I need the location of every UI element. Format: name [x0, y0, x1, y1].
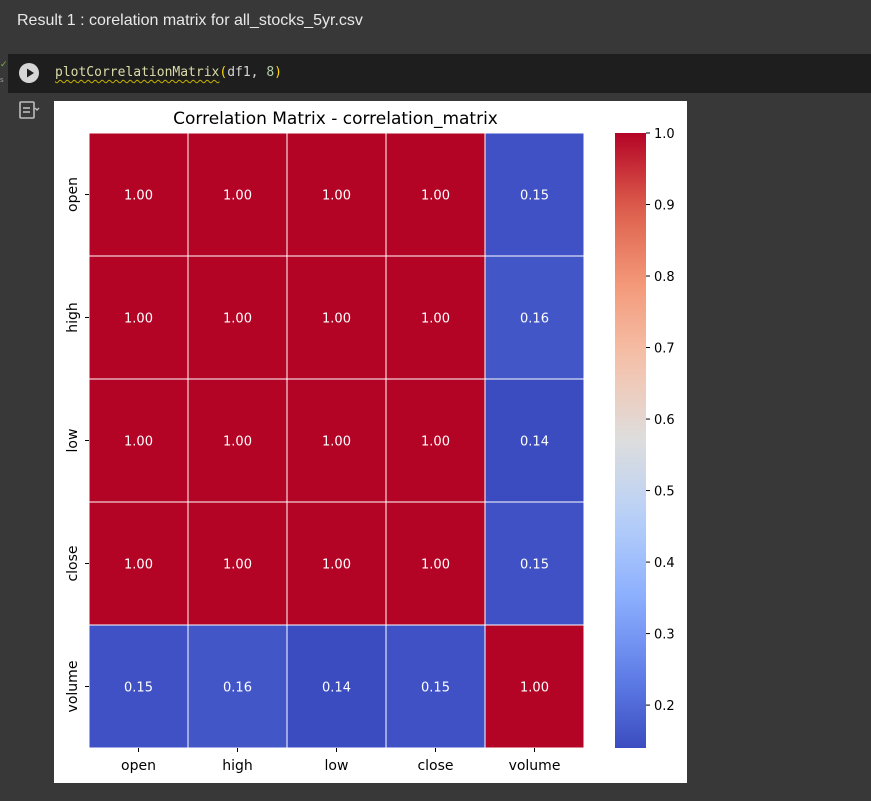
heatmap-cell	[385, 255, 486, 380]
code-arg-df: df1,	[227, 65, 267, 80]
cell-value-label: 1.00	[421, 189, 450, 204]
cell-value-label: 1.00	[520, 681, 549, 696]
cell-gutter	[0, 54, 8, 93]
check-icon: ✓	[0, 60, 8, 70]
cell-value-label: 0.15	[124, 681, 153, 696]
heatmap-cell	[88, 501, 189, 626]
x-tick-label: low	[325, 758, 349, 774]
cell-value-label: 0.15	[520, 558, 549, 573]
code-line[interactable]: plotCorrelationMatrix(df1, 8)	[55, 65, 282, 80]
x-tick-label: open	[121, 758, 156, 774]
colorbar-tick-label: 0.7	[654, 342, 675, 357]
cell-value-label: 1.00	[223, 558, 252, 573]
x-tick-label: high	[222, 758, 253, 774]
heatmap-cell	[385, 378, 486, 503]
colorbar-tick-label: 0.4	[654, 556, 675, 571]
heatmap-cell	[286, 132, 387, 257]
heatmap-cell	[187, 378, 288, 503]
heatmap-cell	[286, 501, 387, 626]
result-header: Result 1 : corelation matrix for all_sto…	[0, 0, 871, 52]
y-tick-label: close	[65, 545, 81, 581]
y-tick-label: open	[65, 177, 81, 212]
colorbar-tick-label: 1.0	[654, 127, 675, 142]
heatmap-figure: Correlation Matrix - correlation_matrix …	[54, 101, 687, 783]
cell-value-label: 1.00	[421, 312, 450, 327]
heatmap-cell	[286, 255, 387, 380]
code-paren-close: )	[274, 65, 282, 80]
cell-value-label: 1.00	[223, 189, 252, 204]
cell-value-label: 1.00	[322, 189, 351, 204]
x-tick-label: volume	[509, 758, 561, 774]
colorbar-tick-label: 0.9	[654, 199, 675, 214]
heatmap-cell	[187, 132, 288, 257]
cell-value-label: 1.00	[124, 558, 153, 573]
cell-value-label: 0.16	[223, 681, 252, 696]
colorbar-tick-label: 0.8	[654, 270, 675, 285]
colorbar	[615, 133, 646, 748]
x-tick-label: close	[417, 758, 453, 774]
code-paren-open: (	[219, 65, 228, 80]
cell-value-label: 1.00	[124, 435, 153, 450]
cell-value-label: 1.00	[223, 312, 252, 327]
heatmap-cell	[385, 624, 486, 749]
colorbar-tick-label: 0.5	[654, 485, 675, 500]
heatmap-cell	[88, 255, 189, 380]
heatmap-chart: 1.00 1.00 1.00 1.00 0.15 1.00 1.00 1.00 1.00 0.16…	[65, 127, 675, 774]
heatmap-cell	[484, 624, 585, 749]
code-function-name: plotCorrelationMatrix	[55, 65, 220, 80]
cell-value-label: 1.00	[322, 435, 351, 450]
heatmap-cell	[385, 501, 486, 626]
heatmap-cell	[286, 624, 387, 749]
heatmap-cell	[484, 501, 585, 626]
output-toggle-icon[interactable]	[18, 100, 40, 120]
exec-time-indicator: s	[0, 76, 4, 84]
cell-value-label: 0.16	[520, 312, 549, 327]
cell-value-label: 0.15	[421, 681, 450, 696]
cell-value-label: 1.00	[223, 435, 252, 450]
colorbar-tick-label: 0.6	[654, 413, 675, 428]
heatmap-cell	[88, 624, 189, 749]
heatmap-cell	[187, 501, 288, 626]
y-tick-label: low	[65, 429, 81, 453]
colorbar-tick-label: 0.3	[654, 628, 675, 643]
cell-value-label: 1.00	[124, 189, 153, 204]
cell-value-label: 0.14	[520, 435, 549, 450]
play-icon[interactable]	[19, 63, 39, 83]
result-title: Result 1 : corelation matrix for all_sto…	[17, 12, 363, 29]
code-cell[interactable]	[8, 54, 871, 93]
y-tick-label: volume	[65, 661, 81, 713]
heatmap-cell	[286, 378, 387, 503]
heatmap-cell	[187, 624, 288, 749]
colorbar-tick-label: 0.2	[654, 699, 675, 714]
y-tick-label: high	[65, 302, 81, 333]
cell-value-label: 0.15	[520, 189, 549, 204]
cell-value-label: 1.00	[322, 312, 351, 327]
heatmap-cell	[88, 378, 189, 503]
code-arg-number: 8	[266, 65, 275, 80]
heatmap-cell	[484, 378, 585, 503]
cell-value-label: 1.00	[421, 435, 450, 450]
heatmap-cell	[88, 132, 189, 257]
heatmap-cell	[187, 255, 288, 380]
cell-value-label: 1.00	[421, 558, 450, 573]
chart-title: Correlation Matrix - correlation_matrix	[173, 109, 498, 129]
cell-value-label: 0.14	[322, 681, 351, 696]
cell-value-label: 1.00	[124, 312, 153, 327]
cell-value-label: 1.00	[322, 558, 351, 573]
